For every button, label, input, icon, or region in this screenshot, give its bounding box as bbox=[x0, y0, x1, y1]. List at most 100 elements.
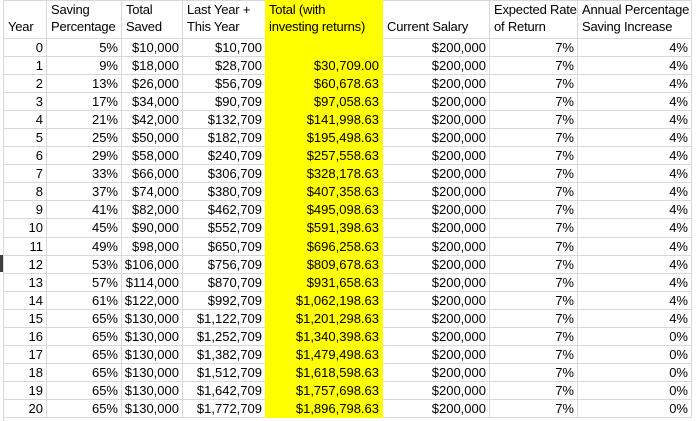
cell-annual-percentage-saving-increase-row-17[interactable]: 0% bbox=[578, 345, 692, 364]
cell-current-salary-row-18[interactable]: $200,000 bbox=[383, 363, 490, 382]
cell-year-row-4[interactable]: 4 bbox=[4, 111, 47, 130]
cell-saving-percentage-row-19[interactable]: 65% bbox=[47, 381, 122, 400]
cell-expected-rate-of-return-row-16[interactable]: 7% bbox=[490, 327, 578, 346]
cell-current-salary-row-17[interactable]: $200,000 bbox=[383, 345, 490, 364]
cell-year-row-3[interactable]: 3 bbox=[4, 93, 47, 112]
cell-last-year-plus-this-year-row-19[interactable]: $1,642,709 bbox=[183, 382, 265, 400]
cell-current-salary-row-6[interactable]: $200,000 bbox=[383, 147, 490, 166]
cell-total-with-investing-returns-row-6[interactable]: $257,558.63 bbox=[265, 147, 383, 166]
cell-expected-rate-of-return-row-13[interactable]: 7% bbox=[490, 273, 578, 292]
cell-expected-rate-of-return-row-19[interactable]: 7% bbox=[490, 381, 578, 400]
cell-last-year-plus-this-year-row-3[interactable]: $90,709 bbox=[183, 93, 265, 112]
column-header-saving-percentage[interactable]: Saving Percentage bbox=[47, 0, 122, 39]
cell-annual-percentage-saving-increase-row-5[interactable]: 4% bbox=[578, 129, 692, 148]
cell-total-with-investing-returns-row-5[interactable]: $195,498.63 bbox=[265, 129, 383, 148]
cell-total-with-investing-returns-row-14[interactable]: $1,062,198.63 bbox=[265, 291, 383, 310]
cell-total-with-investing-returns-row-12[interactable]: $809,678.63 bbox=[265, 255, 383, 274]
column-header-total-saved[interactable]: Total Saved bbox=[122, 0, 183, 39]
cell-expected-rate-of-return-row-17[interactable]: 7% bbox=[490, 345, 578, 364]
column-header-year[interactable]: Year bbox=[4, 0, 47, 39]
cell-annual-percentage-saving-increase-row-14[interactable]: 4% bbox=[578, 291, 692, 310]
cell-current-salary-row-7[interactable]: $200,000 bbox=[383, 165, 490, 184]
cell-expected-rate-of-return-row-18[interactable]: 7% bbox=[490, 363, 578, 382]
cell-saving-percentage-row-5[interactable]: 25% bbox=[47, 129, 122, 148]
cell-total-with-investing-returns-row-20[interactable]: $1,896,798.63 bbox=[265, 399, 383, 418]
cell-current-salary-row-2[interactable]: $200,000 bbox=[383, 75, 490, 94]
cell-total-saved-row-0[interactable]: $10,000 bbox=[122, 39, 183, 58]
cell-total-saved-row-6[interactable]: $58,000 bbox=[122, 147, 183, 166]
cell-total-saved-row-15[interactable]: $130,000 bbox=[122, 309, 183, 328]
cell-annual-percentage-saving-increase-row-9[interactable]: 4% bbox=[578, 201, 692, 220]
cell-annual-percentage-saving-increase-row-16[interactable]: 0% bbox=[578, 327, 692, 346]
cell-current-salary-row-0[interactable]: $200,000 bbox=[383, 39, 490, 58]
cell-last-year-plus-this-year-row-12[interactable]: $756,709 bbox=[183, 256, 265, 274]
cell-year-row-19[interactable]: 19 bbox=[4, 381, 47, 400]
cell-year-row-2[interactable]: 2 bbox=[4, 75, 47, 94]
cell-current-salary-row-3[interactable]: $200,000 bbox=[383, 93, 490, 112]
cell-year-row-0[interactable]: 0 bbox=[4, 39, 47, 58]
cell-year-row-5[interactable]: 5 bbox=[4, 129, 47, 148]
cell-saving-percentage-row-4[interactable]: 21% bbox=[47, 111, 122, 130]
cell-current-salary-row-14[interactable]: $200,000 bbox=[383, 291, 490, 310]
cell-last-year-plus-this-year-row-15[interactable]: $1,122,709 bbox=[183, 310, 265, 328]
cell-total-saved-row-12[interactable]: $106,000 bbox=[122, 255, 183, 274]
cell-total-saved-row-9[interactable]: $82,000 bbox=[122, 201, 183, 220]
cell-saving-percentage-row-0[interactable]: 5% bbox=[47, 39, 122, 58]
cell-total-with-investing-returns-row-11[interactable]: $696,258.63 bbox=[265, 237, 383, 256]
cell-saving-percentage-row-3[interactable]: 17% bbox=[47, 93, 122, 112]
cell-year-row-9[interactable]: 9 bbox=[4, 201, 47, 220]
cell-current-salary-row-11[interactable]: $200,000 bbox=[383, 237, 490, 256]
cell-total-with-investing-returns-row-17[interactable]: $1,479,498.63 bbox=[265, 345, 383, 364]
cell-last-year-plus-this-year-row-9[interactable]: $462,709 bbox=[183, 201, 265, 220]
column-header-annual-percentage-saving-increase[interactable]: Annual Percentage Saving Increase bbox=[578, 0, 692, 39]
cell-total-with-investing-returns-row-3[interactable]: $97,058.63 bbox=[265, 93, 383, 112]
cell-last-year-plus-this-year-row-18[interactable]: $1,512,709 bbox=[183, 364, 265, 382]
cell-total-with-investing-returns-row-16[interactable]: $1,340,398.63 bbox=[265, 327, 383, 346]
cell-annual-percentage-saving-increase-row-7[interactable]: 4% bbox=[578, 165, 692, 184]
cell-current-salary-row-19[interactable]: $200,000 bbox=[383, 381, 490, 400]
cell-annual-percentage-saving-increase-row-18[interactable]: 0% bbox=[578, 363, 692, 382]
cell-total-with-investing-returns-row-9[interactable]: $495,098.63 bbox=[265, 201, 383, 220]
cell-last-year-plus-this-year-row-2[interactable]: $56,709 bbox=[183, 75, 265, 94]
cell-saving-percentage-row-9[interactable]: 41% bbox=[47, 201, 122, 220]
column-header-last-year-plus-this-year[interactable]: Last Year + This Year bbox=[183, 0, 265, 39]
cell-annual-percentage-saving-increase-row-20[interactable]: 0% bbox=[578, 399, 692, 418]
cell-total-saved-row-17[interactable]: $130,000 bbox=[122, 345, 183, 364]
column-header-expected-rate-of-return[interactable]: Expected Rate of Return bbox=[490, 0, 578, 39]
cell-year-row-20[interactable]: 20 bbox=[4, 399, 47, 418]
cell-year-row-14[interactable]: 14 bbox=[4, 291, 47, 310]
cell-saving-percentage-row-10[interactable]: 45% bbox=[47, 219, 122, 238]
cell-total-with-investing-returns-row-8[interactable]: $407,358.63 bbox=[265, 183, 383, 202]
cell-year-row-12[interactable]: 12 bbox=[4, 255, 47, 274]
cell-year-row-13[interactable]: 13 bbox=[4, 273, 47, 292]
cell-year-row-8[interactable]: 8 bbox=[4, 183, 47, 202]
cell-saving-percentage-row-2[interactable]: 13% bbox=[47, 75, 122, 94]
cell-total-with-investing-returns-row-19[interactable]: $1,757,698.63 bbox=[265, 381, 383, 400]
cell-saving-percentage-row-15[interactable]: 65% bbox=[47, 309, 122, 328]
cell-last-year-plus-this-year-row-13[interactable]: $870,709 bbox=[183, 274, 265, 292]
cell-last-year-plus-this-year-row-14[interactable]: $992,709 bbox=[183, 292, 265, 310]
cell-current-salary-row-9[interactable]: $200,000 bbox=[383, 201, 490, 220]
cell-total-with-investing-returns-row-2[interactable]: $60,678.63 bbox=[265, 75, 383, 94]
cell-total-saved-row-2[interactable]: $26,000 bbox=[122, 75, 183, 94]
cell-expected-rate-of-return-row-0[interactable]: 7% bbox=[490, 39, 578, 58]
cell-annual-percentage-saving-increase-row-6[interactable]: 4% bbox=[578, 147, 692, 166]
cell-current-salary-row-20[interactable]: $200,000 bbox=[383, 399, 490, 418]
cell-annual-percentage-saving-increase-row-12[interactable]: 4% bbox=[578, 255, 692, 274]
cell-year-row-15[interactable]: 15 bbox=[4, 309, 47, 328]
cell-annual-percentage-saving-increase-row-3[interactable]: 4% bbox=[578, 93, 692, 112]
cell-saving-percentage-row-7[interactable]: 33% bbox=[47, 165, 122, 184]
cell-expected-rate-of-return-row-15[interactable]: 7% bbox=[490, 309, 578, 328]
cell-total-saved-row-1[interactable]: $18,000 bbox=[122, 57, 183, 76]
cell-last-year-plus-this-year-row-1[interactable]: $28,700 bbox=[183, 57, 265, 76]
cell-annual-percentage-saving-increase-row-1[interactable]: 4% bbox=[578, 57, 692, 76]
cell-expected-rate-of-return-row-6[interactable]: 7% bbox=[490, 147, 578, 166]
cell-last-year-plus-this-year-row-7[interactable]: $306,709 bbox=[183, 165, 265, 184]
cell-total-saved-row-3[interactable]: $34,000 bbox=[122, 93, 183, 112]
cell-expected-rate-of-return-row-11[interactable]: 7% bbox=[490, 237, 578, 256]
cell-total-with-investing-returns-row-10[interactable]: $591,398.63 bbox=[265, 219, 383, 238]
cell-year-row-18[interactable]: 18 bbox=[4, 363, 47, 382]
cell-expected-rate-of-return-row-1[interactable]: 7% bbox=[490, 57, 578, 76]
cell-total-with-investing-returns-row-1[interactable]: $30,709.00 bbox=[265, 57, 383, 76]
cell-current-salary-row-8[interactable]: $200,000 bbox=[383, 183, 490, 202]
